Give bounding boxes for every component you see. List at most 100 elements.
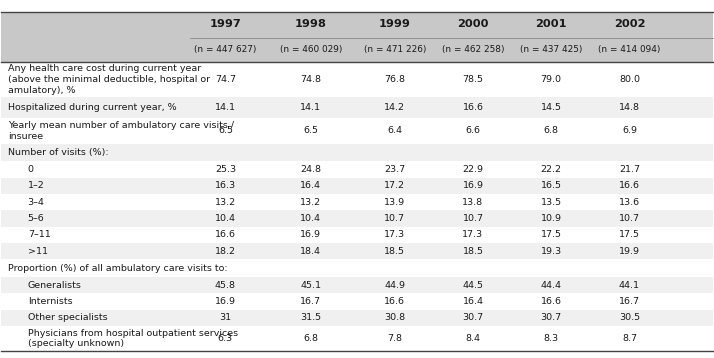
Text: (n = 471 226): (n = 471 226) (363, 45, 426, 54)
Text: 45.1: 45.1 (301, 281, 321, 290)
Bar (1, 326, 713, 351)
Text: 10.7: 10.7 (463, 214, 483, 223)
Text: 30.7: 30.7 (463, 313, 483, 322)
Text: 14.5: 14.5 (540, 103, 562, 112)
Text: (n = 460 029): (n = 460 029) (280, 45, 342, 54)
Text: 17.5: 17.5 (540, 230, 562, 239)
Text: 13.2: 13.2 (300, 198, 321, 207)
Text: 2001: 2001 (536, 19, 567, 29)
Text: 16.6: 16.6 (540, 297, 562, 306)
Bar (1, 243, 713, 259)
Text: 10.4: 10.4 (215, 214, 236, 223)
Text: 16.4: 16.4 (301, 181, 321, 190)
Text: 74.8: 74.8 (301, 75, 321, 84)
Text: 13.5: 13.5 (540, 198, 562, 207)
Bar (1, 310, 713, 326)
Bar (1, 97, 713, 118)
Text: 8.3: 8.3 (543, 334, 559, 343)
Text: 17.5: 17.5 (619, 230, 640, 239)
Text: (n = 414 094): (n = 414 094) (598, 45, 660, 54)
Text: 18.4: 18.4 (301, 247, 321, 256)
Text: 13.9: 13.9 (384, 198, 406, 207)
Text: 18.5: 18.5 (384, 247, 405, 256)
Text: 1998: 1998 (295, 19, 327, 29)
Text: 21.7: 21.7 (619, 165, 640, 174)
Text: 6.8: 6.8 (543, 126, 558, 135)
Text: 31.5: 31.5 (300, 313, 321, 322)
Text: 10.7: 10.7 (619, 214, 640, 223)
Text: 16.9: 16.9 (301, 230, 321, 239)
Text: Generalists: Generalists (28, 281, 81, 290)
Bar (1, 161, 713, 178)
Text: 18.2: 18.2 (215, 247, 236, 256)
Text: 10.9: 10.9 (540, 214, 562, 223)
Text: Physicians from hospital outpatient services
(specialty unknown): Physicians from hospital outpatient serv… (28, 329, 238, 348)
Text: Hospitalized during current year, %: Hospitalized during current year, % (8, 103, 176, 112)
Text: 8.4: 8.4 (466, 334, 481, 343)
Text: >11: >11 (28, 247, 48, 256)
Text: 25.3: 25.3 (215, 165, 236, 174)
Text: 1–2: 1–2 (28, 181, 44, 190)
Text: 14.2: 14.2 (384, 103, 405, 112)
Text: Any health care cost during current year
(above the minimal deductible, hospital: Any health care cost during current year… (8, 64, 210, 95)
Bar (1, 210, 713, 227)
Bar (1, 144, 713, 161)
Text: 44.1: 44.1 (619, 281, 640, 290)
Text: 16.5: 16.5 (540, 181, 562, 190)
Text: 6.3: 6.3 (218, 334, 233, 343)
Text: 30.8: 30.8 (384, 313, 406, 322)
Text: 8.7: 8.7 (622, 334, 637, 343)
Text: 6.8: 6.8 (303, 334, 318, 343)
Text: 45.8: 45.8 (215, 281, 236, 290)
Text: 44.5: 44.5 (463, 281, 483, 290)
Text: (n = 462 258): (n = 462 258) (442, 45, 504, 54)
Text: (n = 437 425): (n = 437 425) (520, 45, 583, 54)
Text: 78.5: 78.5 (463, 75, 483, 84)
Text: 22.9: 22.9 (463, 165, 483, 174)
Text: 17.2: 17.2 (384, 181, 405, 190)
Text: 74.7: 74.7 (215, 75, 236, 84)
Text: Other specialists: Other specialists (28, 313, 107, 322)
Text: 30.7: 30.7 (540, 313, 562, 322)
Text: 16.4: 16.4 (463, 297, 483, 306)
Text: 16.9: 16.9 (463, 181, 483, 190)
Text: 13.2: 13.2 (215, 198, 236, 207)
Text: 19.3: 19.3 (540, 247, 562, 256)
Text: 6.6: 6.6 (466, 126, 481, 135)
Text: 7–11: 7–11 (28, 230, 51, 239)
Text: 76.8: 76.8 (384, 75, 405, 84)
Text: 6.4: 6.4 (387, 126, 402, 135)
Text: 17.3: 17.3 (384, 230, 406, 239)
Text: 16.9: 16.9 (215, 297, 236, 306)
Text: 0: 0 (28, 165, 34, 174)
Text: 14.1: 14.1 (215, 103, 236, 112)
Text: 5–6: 5–6 (28, 214, 44, 223)
Bar (1, 194, 713, 210)
Text: 80.0: 80.0 (619, 75, 640, 84)
Bar (1, 277, 713, 293)
Text: Proportion (%) of all ambulatory care visits to:: Proportion (%) of all ambulatory care vi… (8, 263, 228, 272)
Text: 6.5: 6.5 (303, 126, 318, 135)
Text: 16.6: 16.6 (215, 230, 236, 239)
Bar (1, 12, 713, 62)
Text: 44.4: 44.4 (540, 281, 562, 290)
Bar (1, 293, 713, 310)
Text: 16.3: 16.3 (215, 181, 236, 190)
Text: 2002: 2002 (613, 19, 645, 29)
Text: 6.9: 6.9 (622, 126, 637, 135)
Text: 13.8: 13.8 (463, 198, 483, 207)
Text: 1999: 1999 (378, 19, 411, 29)
Bar (1, 118, 713, 144)
Text: 30.5: 30.5 (619, 313, 640, 322)
Text: Internists: Internists (28, 297, 72, 306)
Text: 3–4: 3–4 (28, 198, 44, 207)
Text: 16.6: 16.6 (384, 297, 405, 306)
Text: 79.0: 79.0 (540, 75, 562, 84)
Text: 31: 31 (219, 313, 231, 322)
Text: Yearly mean number of ambulatory care visits /
insuree: Yearly mean number of ambulatory care vi… (8, 121, 234, 141)
Text: 16.7: 16.7 (619, 297, 640, 306)
Text: 1997: 1997 (209, 19, 241, 29)
Text: 14.1: 14.1 (301, 103, 321, 112)
Text: 14.8: 14.8 (619, 103, 640, 112)
Text: 24.8: 24.8 (301, 165, 321, 174)
